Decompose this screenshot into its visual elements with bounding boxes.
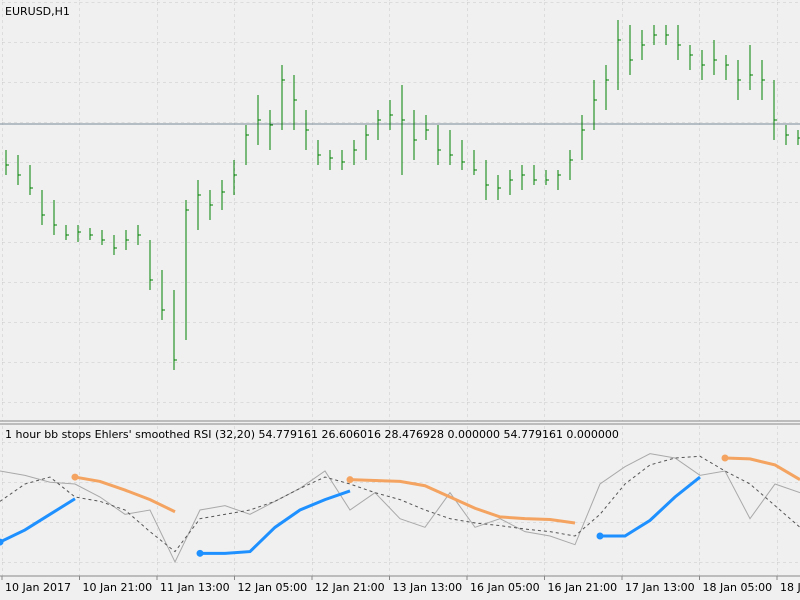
indicator-line: [0, 497, 76, 544]
time-label: 18 Jan 05:00: [703, 581, 773, 594]
symbol-title: EURUSD,H1: [5, 5, 70, 18]
price-grid: [0, 0, 800, 421]
segment-start-dot: [0, 538, 4, 546]
indicator-line: [349, 478, 576, 525]
segment-start-dot: [346, 476, 354, 484]
indicator-line: [0, 455, 800, 553]
indicator-line: [0, 453, 800, 564]
indicator-line: [74, 475, 176, 514]
time-label: 11 Jan 13:00: [160, 581, 230, 594]
time-label: 16 Jan 05:00: [470, 581, 540, 594]
indicator-line: [600, 475, 701, 538]
time-label: 13 Jan 13:00: [393, 581, 463, 594]
indicator-line: [200, 489, 351, 555]
indicator-title: 1 hour bb stops Ehlers' smoothed RSI (32…: [5, 428, 619, 441]
time-label: 12 Jan 21:00: [315, 581, 385, 594]
segment-start-dot: [721, 454, 729, 462]
time-label: 16 Jan 21:00: [548, 581, 618, 594]
segment-start-dot: [71, 473, 79, 481]
time-label: 10 Jan 2017: [5, 581, 71, 594]
segment-start-dot: [596, 532, 604, 540]
time-label: 12 Jan 05:00: [238, 581, 308, 594]
time-label: 10 Jan 21:00: [83, 581, 153, 594]
time-label: 18 Jan 21:00: [780, 581, 800, 594]
indicator-line: [724, 456, 800, 481]
segment-start-dot: [196, 549, 204, 557]
time-label: 17 Jan 13:00: [625, 581, 695, 594]
